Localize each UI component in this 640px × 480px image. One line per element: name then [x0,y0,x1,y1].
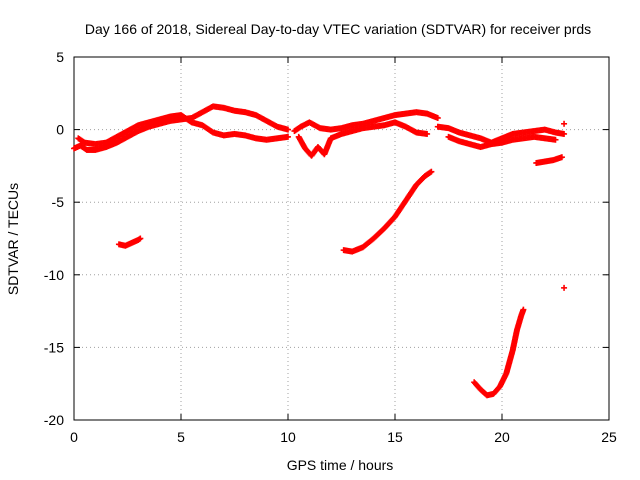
grid-lines [74,57,609,420]
y-tick-label: -10 [44,267,64,283]
x-tick-label: 10 [280,429,296,445]
data-point [561,130,568,137]
x-tick-label: 0 [70,429,78,445]
data-point [428,168,435,175]
data-point [561,120,568,127]
data-points [71,103,568,399]
y-tick-label: -15 [44,339,64,355]
y-tick-label: 0 [56,122,64,138]
data-point [558,154,565,161]
y-tick-label: 5 [56,49,64,65]
x-tick-label: 5 [177,429,185,445]
y-tick-label: -20 [44,412,64,428]
data-point [285,133,291,140]
data-point [424,130,431,137]
x-tick-label: 20 [494,429,510,445]
x-tick-label: 15 [387,429,403,445]
plot-frame [73,56,610,421]
data-point [285,126,291,133]
y-axis-label: SDTVAR / TECUs [5,183,21,295]
chart-title: Day 166 of 2018, Sidereal Day-to-day VTE… [85,21,591,37]
data-point [434,114,441,121]
data-point [561,284,568,291]
axis-ticks: 0 5 10 15 20 25 5 0 -5 -10 -15 -20 [44,49,617,445]
x-tick-label: 25 [601,429,617,445]
x-axis-label: GPS time / hours [287,457,394,473]
y-tick-label: -5 [52,194,65,210]
data-point [137,235,144,242]
data-point [520,306,527,313]
data-point [552,136,559,143]
